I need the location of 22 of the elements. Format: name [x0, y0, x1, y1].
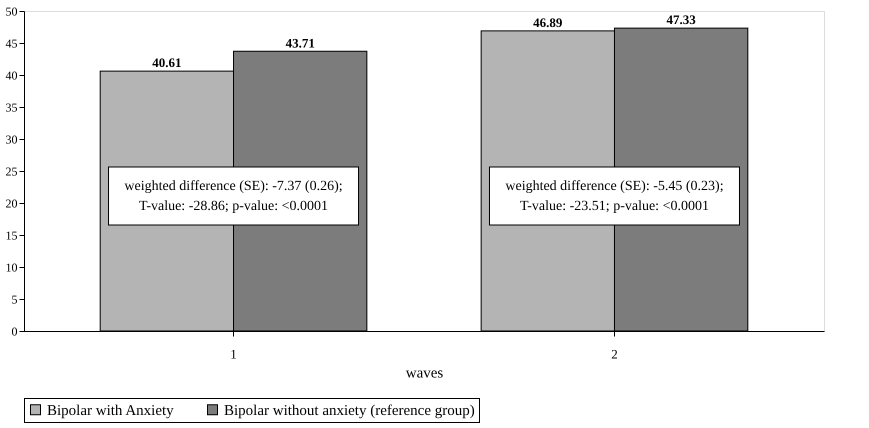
y-tick-label: 0 — [12, 324, 18, 338]
y-tick-label: 10 — [6, 260, 18, 274]
data-label: 43.71 — [286, 35, 315, 50]
x-tick-label: 2 — [611, 346, 618, 362]
x-axis-title: waves — [406, 366, 444, 382]
data-label: 47.33 — [666, 12, 696, 28]
y-tick-label: 40 — [6, 68, 18, 82]
y-tick-label: 15 — [6, 228, 18, 242]
x-tick-label: 1 — [230, 346, 237, 362]
y-tick-label: 5 — [12, 292, 18, 306]
annotation: weighted difference (SE): -5.45 (0.23); T-value: -23.51; p-value: <0.0001 — [505, 179, 724, 214]
y-tick-label: 50 — [6, 4, 18, 18]
y-tick-label: 20 — [6, 196, 18, 210]
y-tick-label: 25 — [6, 164, 18, 178]
y-tick-label: 30 — [6, 132, 18, 146]
legend-label: Bipolar without anxiety (reference group) — [224, 402, 475, 419]
data-label: 40.61 — [152, 55, 182, 70]
legend-label: Bipolar with Anxiety — [47, 402, 174, 419]
y-tick-label: 35 — [6, 100, 18, 114]
annotation: weighted difference (SE): -7.37 (0.26); T-value: -28.86; p-value: <0.0001 — [124, 179, 343, 214]
data-label: 46.89 — [533, 14, 563, 30]
y-tick-label: 45 — [6, 36, 18, 50]
